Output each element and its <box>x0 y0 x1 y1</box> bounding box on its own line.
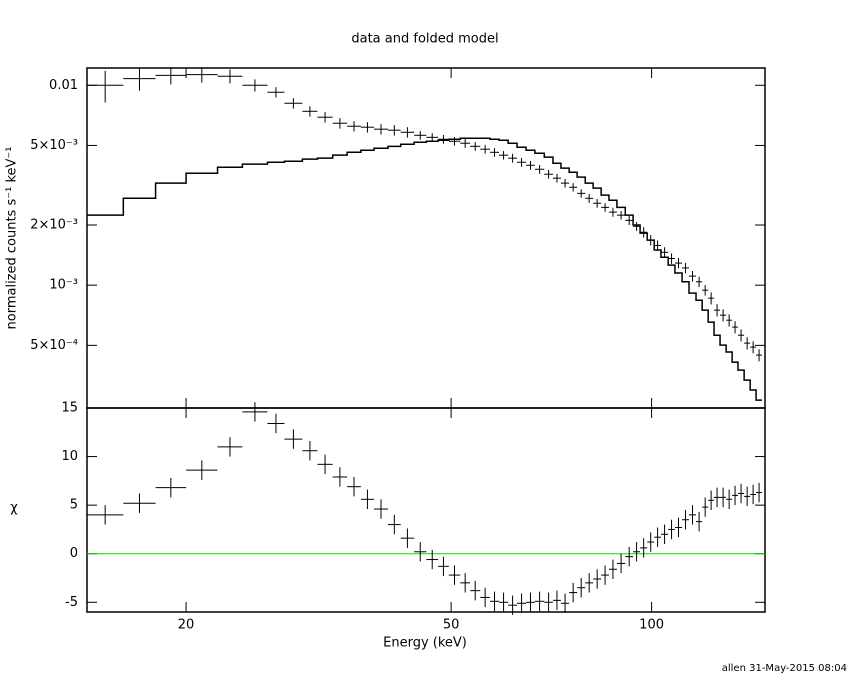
x-tick-label: 20 <box>178 618 195 633</box>
x-axis-label: Energy (keV) <box>383 636 467 651</box>
x-tick-label: 50 <box>443 618 460 633</box>
y-tick-label: -5 <box>65 595 78 610</box>
y-axis-label: normalized counts s⁻¹ keV⁻¹ <box>5 147 20 330</box>
y-tick-label: 0.01 <box>49 78 78 93</box>
y-tick-label: 5 <box>70 498 78 513</box>
y-tick-label: 15 <box>61 401 78 416</box>
y-tick-label: 10 <box>61 449 78 464</box>
y-axis-label: χ <box>10 501 18 516</box>
x-tick-label: 100 <box>639 618 664 633</box>
y-tick-label: 0 <box>70 546 78 561</box>
chart-title: data and folded model <box>351 32 498 47</box>
y-tick-label: 5×10⁻³ <box>30 138 78 153</box>
y-tick-label: 2×10⁻³ <box>30 217 78 232</box>
y-tick-label: 10⁻³ <box>49 278 78 293</box>
model-step-line <box>87 137 763 401</box>
y-tick-label: 5×10⁻⁴ <box>30 338 78 353</box>
plot-frame <box>86 67 766 409</box>
plot-frame <box>86 407 766 613</box>
footer: allen 31-May-2015 08:04 <box>722 663 847 674</box>
